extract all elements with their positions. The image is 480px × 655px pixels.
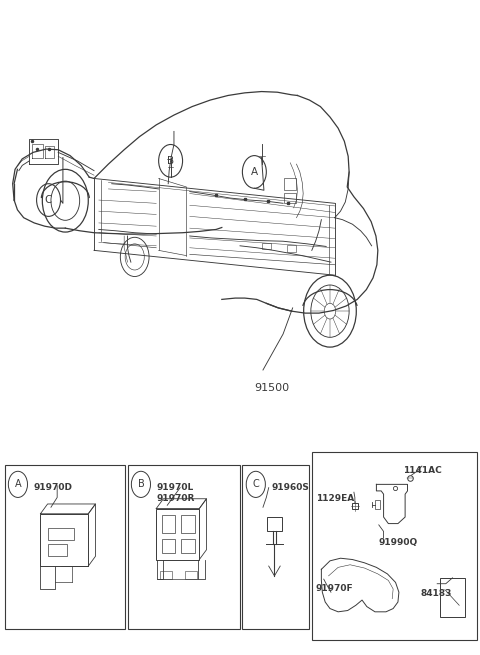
Bar [48,544,67,556]
Bar [128,465,240,629]
Text: 91960S: 91960S [271,483,309,492]
Bar [160,571,172,579]
Bar [312,452,477,640]
Bar [181,538,194,553]
Text: 91970L
91970R: 91970L 91970R [156,483,194,503]
Bar [4,465,125,629]
Text: C: C [252,479,259,489]
Text: 91970F: 91970F [316,584,353,593]
Bar [284,193,296,203]
Text: B: B [167,156,174,166]
Text: 91970D: 91970D [33,483,72,492]
Bar [162,538,175,553]
Bar [40,514,88,566]
Text: 1141AC: 1141AC [403,466,442,475]
Bar [262,242,271,249]
Text: 91990Q: 91990Q [379,538,418,547]
Bar [267,517,282,531]
Bar [287,245,297,252]
Bar [185,571,197,579]
Bar [162,515,175,533]
Bar [242,465,310,629]
Text: A: A [14,479,21,489]
Bar [440,578,465,617]
Text: B: B [138,479,144,489]
Text: 91500: 91500 [254,383,289,392]
Text: A: A [251,167,258,177]
Text: 1129EA: 1129EA [316,494,354,503]
Bar [48,528,74,540]
Bar [181,515,194,533]
Bar [375,500,380,509]
Bar [284,178,296,190]
Bar [156,508,199,559]
Text: C: C [45,195,52,205]
Text: 84183: 84183 [421,589,452,598]
